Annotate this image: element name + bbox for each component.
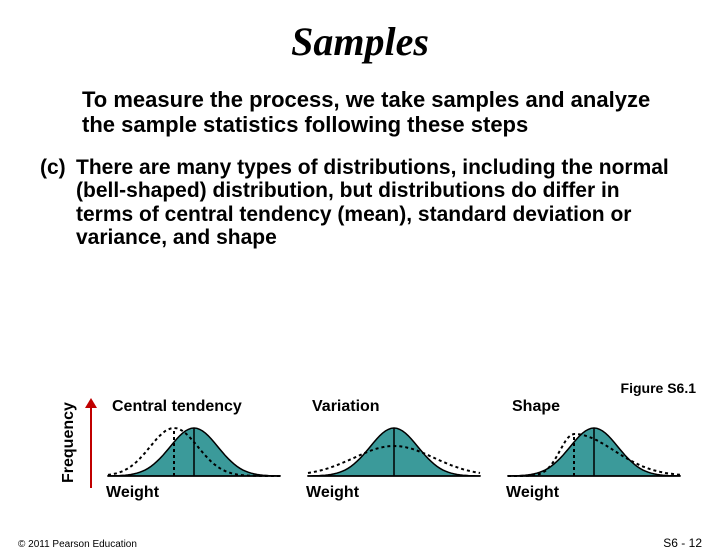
panel-title: Variation [304,398,494,416]
x-axis-label: Weight [504,484,694,502]
distribution-chart [104,418,284,480]
x-axis-label: Weight [304,484,494,502]
item-c: (c) There are many types of distribution… [40,156,680,250]
x-axis-label: Weight [104,484,294,502]
copyright-text: © 2011 Pearson Education [18,539,137,550]
figure-label: Figure S6.1 [621,380,696,396]
y-axis-arrow-icon [84,398,98,488]
distribution-chart [304,418,484,480]
item-content: There are many types of distributions, i… [76,156,680,250]
panel-title: Central tendency [104,398,294,416]
chart-panel: Shape Weight [504,398,694,502]
page-number: S6 - 12 [663,536,702,550]
chart-panel: Central tendency Weight [104,398,294,502]
charts-row: Frequency Central tendencyWeightVariatio… [60,398,704,502]
panel-title: Shape [504,398,694,416]
item-marker: (c) [40,156,76,250]
page-title: Samples [0,18,720,65]
intro-text: To measure the process, we take samples … [82,87,660,138]
chart-panel: Variation Weight [304,398,494,502]
distribution-chart [504,418,684,480]
y-axis-label: Frequency [60,398,78,488]
